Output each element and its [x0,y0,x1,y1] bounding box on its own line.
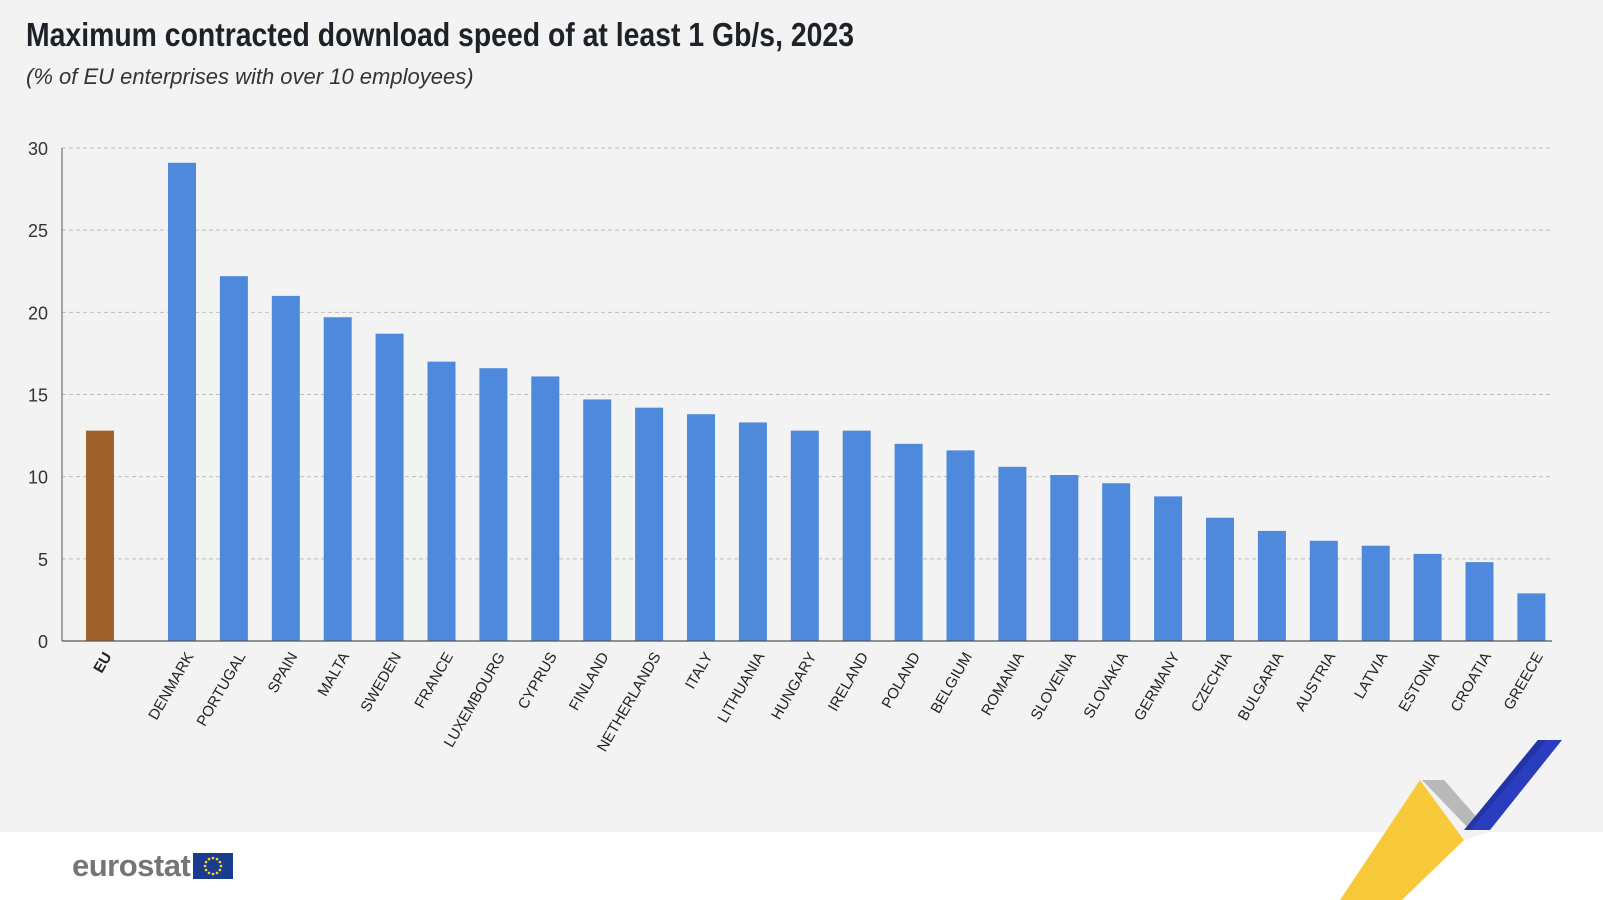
y-tick-label: 5 [38,550,48,570]
bar-portugal [219,276,248,641]
x-tick-label: LATVIA [1351,650,1391,702]
bar-croatia [1465,562,1494,641]
x-tick-label: GERMANY [1131,650,1184,724]
x-tick-label: ESTONIA [1396,650,1444,715]
x-tick-label: IRELAND [825,649,872,714]
flag-star [204,864,207,868]
x-tick-label: DENMARK [145,650,197,723]
flag-star [212,856,215,860]
bar-germany [1154,496,1183,641]
bar-luxembourg [479,368,508,641]
bar-hungary [790,430,819,641]
bar-romania [998,466,1027,641]
bar-estonia [1413,553,1442,641]
eurostat-logo: eurostat [72,848,234,884]
x-tick-label: FINLAND [566,649,613,713]
bar-slovakia [1102,483,1131,641]
bar-italy [687,414,715,641]
y-tick-label: 15 [28,386,48,406]
x-tick-label: SLOVAKIA [1080,650,1131,722]
bar-denmark [168,162,196,642]
flag-star [212,872,215,876]
x-tick-label: POLAND [878,649,924,711]
x-tick-label: CROATIA [1447,650,1495,715]
x-tick-label: HUNGARY [768,650,820,723]
x-tick-label: BELGIUM [927,650,975,717]
y-tick-label: 20 [28,303,48,323]
flag-star [205,868,208,872]
y-tick-label: 0 [38,632,48,652]
x-tick-label: GREECE [1500,650,1546,713]
bar-eu [86,430,114,641]
x-tick-label: SWEDEN [357,650,405,716]
y-tick-label: 30 [28,139,48,159]
footer [0,832,1603,900]
bar-spain [271,295,300,641]
bar-finland [583,399,612,641]
bar-malta [323,317,352,641]
bar-sweden [375,333,404,641]
y-axis-ticks: 0 5 10 15 20 25 30 [28,139,48,652]
logo-text: eurostat [72,848,191,883]
flag-star [218,860,222,864]
decorative-ribbon [1340,740,1562,900]
flag-star [205,860,208,864]
x-tick-label: EU [90,650,115,677]
x-tick-label: AUSTRIA [1292,650,1339,715]
eu-flag-icon [193,853,234,879]
bars [86,162,1546,642]
bar-latvia [1361,545,1390,641]
bar-czechia [1206,517,1234,641]
y-tick-label: 10 [28,468,48,488]
flag-star [216,857,219,861]
x-tick-label: SLOVENIA [1028,650,1080,723]
chart-subtitle: (% of EU enterprises with over 10 employ… [26,64,474,89]
bar-bulgaria [1257,530,1286,641]
flag-star [208,857,211,861]
chart-title: Maximum contracted download speed of at … [26,16,854,53]
x-tick-label: SPAIN [265,650,302,697]
x-tick-label: ITALY [682,650,716,693]
bar-poland [894,443,923,641]
x-tick-label: LITHUANIA [714,650,768,726]
bar-austria [1309,540,1338,641]
bar-slovenia [1050,475,1079,641]
bar-lithuania [738,422,767,641]
x-tick-label: CYPRUS [515,650,561,713]
flag-star [208,871,211,875]
flag-star [218,868,222,872]
bar-greece [1517,593,1546,641]
bar-cyprus [531,376,560,641]
bar-france [427,361,456,641]
x-tick-label: FRANCE [411,650,457,712]
bar-ireland [842,430,871,641]
bar-netherlands [635,407,664,641]
x-tick-label: MALTA [315,650,354,700]
flag-star [216,871,219,875]
x-tick-label: CZECHIA [1188,650,1236,716]
y-tick-label: 25 [28,221,48,241]
x-tick-label: ROMANIA [978,650,1028,719]
bar-belgium [946,450,975,641]
flag-star [220,864,223,868]
x-tick-label: BULGARIA [1235,650,1288,724]
x-tick-label: PORTUGAL [194,650,250,730]
